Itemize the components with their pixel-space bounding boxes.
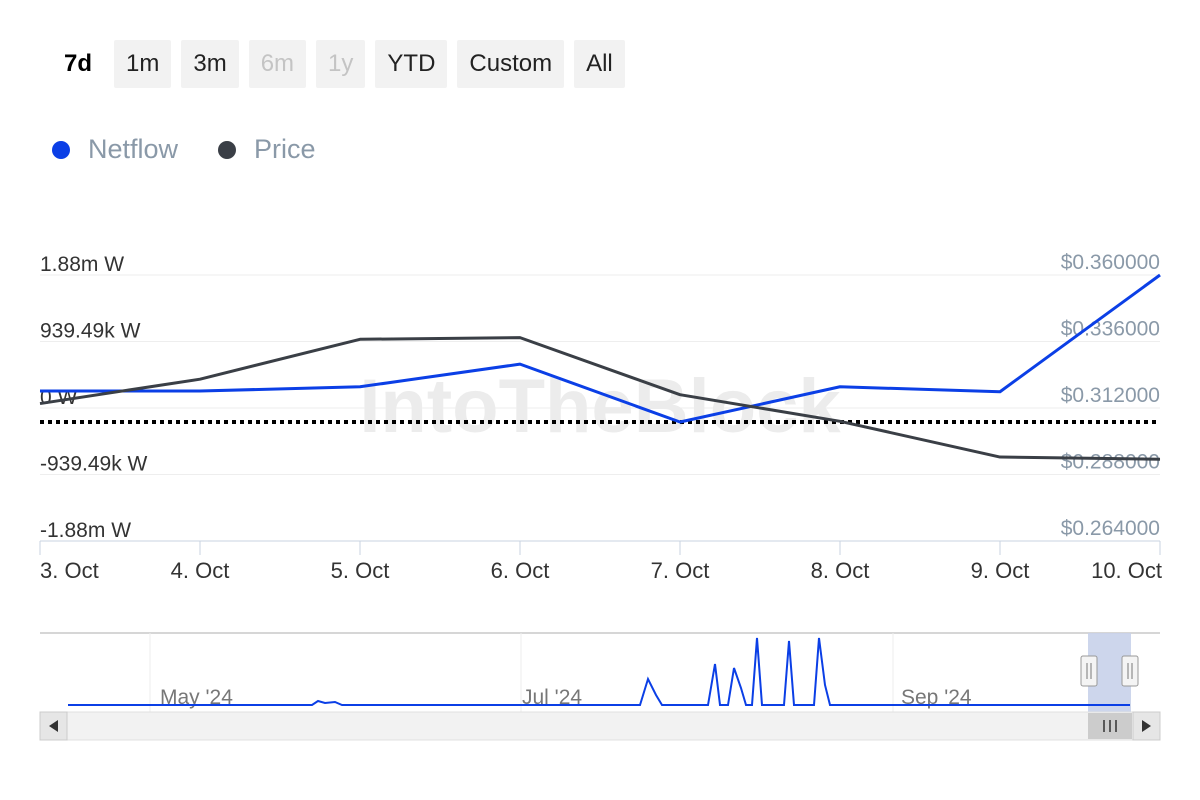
x-tick-label: 3. Oct bbox=[40, 558, 99, 583]
legend-dot-icon bbox=[52, 140, 70, 159]
range-button-3m[interactable]: 3m bbox=[181, 40, 239, 88]
range-button-1y: 1y bbox=[316, 40, 366, 88]
x-tick-label: 5. Oct bbox=[331, 558, 390, 583]
left-tick-label: 939.49k W bbox=[40, 320, 141, 343]
navigator-label: Sep '24 bbox=[901, 686, 972, 709]
legend-label: Netflow bbox=[88, 134, 179, 164]
series-line-price bbox=[39, 336, 1161, 461]
navigator[interactable]: May '24 Jul '24 Sep '24 bbox=[39, 632, 1161, 741]
x-axis: 3. Oct 4. Oct 5. Oct 6. Oct 7. Oct 8. Oct 9. O… bbox=[39, 540, 1162, 583]
range-button-7d[interactable]: 7d bbox=[64, 50, 93, 77]
scrollbar-track bbox=[39, 711, 1161, 741]
series-line-netflow bbox=[40, 273, 1161, 424]
range-button-1m[interactable]: 1m bbox=[114, 40, 172, 88]
legend-label: Price bbox=[254, 134, 316, 164]
legend: Netflow Price bbox=[52, 134, 316, 165]
right-tick-label: $0.312000 bbox=[1061, 384, 1160, 407]
range-selector: 7d 1m 3m 6m 1y YTD Custom All bbox=[52, 40, 625, 88]
range-button-custom[interactable]: Custom bbox=[457, 40, 565, 88]
x-tick-label: 6. Oct bbox=[491, 558, 550, 583]
right-tick-label: $0.264000 bbox=[1061, 517, 1160, 540]
left-tick-label: -1.88m W bbox=[40, 519, 131, 542]
x-tick-label: 8. Oct bbox=[811, 558, 870, 583]
x-tick-label: 4. Oct bbox=[171, 558, 230, 583]
legend-item-netflow[interactable]: Netflow bbox=[52, 134, 178, 165]
x-tick-label: 10. Oct bbox=[1091, 558, 1162, 583]
x-tick-label: 9. Oct bbox=[971, 558, 1030, 583]
x-tick-label: 7. Oct bbox=[651, 558, 710, 583]
navigator-right-handle[interactable] bbox=[1121, 655, 1139, 687]
navigator-left-handle[interactable] bbox=[1080, 655, 1098, 687]
legend-item-price[interactable]: Price bbox=[218, 134, 316, 165]
navigator-label: Jul '24 bbox=[522, 686, 582, 709]
chevron-right-icon bbox=[1142, 720, 1151, 732]
right-tick-label: $0.360000 bbox=[1061, 251, 1160, 274]
left-tick-label: 1.88m W bbox=[40, 253, 124, 276]
right-tick-label: $0.336000 bbox=[1061, 318, 1160, 341]
right-axis: $0.360000 $0.336000 $0.312000 $0.288000 $0.2… bbox=[1061, 251, 1160, 540]
right-tick-label: $0.288000 bbox=[1061, 451, 1160, 474]
legend-dot-icon bbox=[218, 140, 237, 159]
chevron-left-icon bbox=[49, 720, 58, 732]
navigator-label: May '24 bbox=[160, 686, 233, 709]
watermark: IntoTheBlock bbox=[359, 364, 841, 449]
left-tick-label: -939.49k W bbox=[40, 453, 148, 476]
series-layer bbox=[39, 273, 1161, 461]
range-button-ytd[interactable]: YTD bbox=[375, 40, 448, 88]
range-button-6m: 6m bbox=[248, 40, 307, 88]
navigator-series-line bbox=[68, 637, 1130, 706]
range-button-all[interactable]: All bbox=[574, 40, 625, 88]
